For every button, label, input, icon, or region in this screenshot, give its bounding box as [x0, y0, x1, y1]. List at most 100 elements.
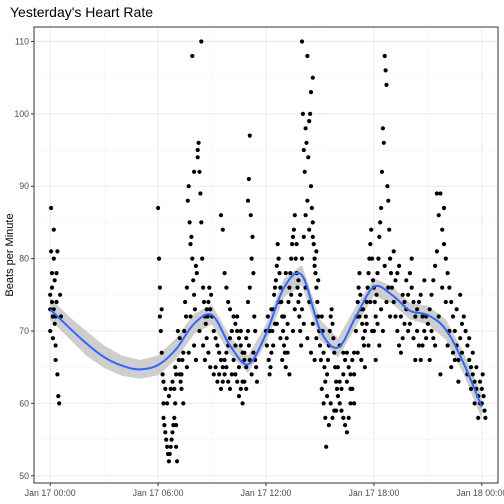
data-point — [443, 256, 448, 261]
data-point — [165, 401, 170, 406]
data-point — [51, 256, 56, 261]
data-point — [452, 357, 457, 363]
data-point — [434, 249, 439, 254]
x-tick-label: Jan 17 18:00 — [348, 488, 399, 498]
data-point — [293, 256, 298, 261]
data-point — [476, 415, 481, 420]
x-tick-label: Jan 17 00:00 — [25, 488, 76, 498]
data-point — [285, 321, 290, 326]
data-point — [195, 155, 200, 160]
data-point — [266, 357, 271, 363]
data-point — [400, 292, 405, 297]
data-point — [168, 444, 173, 449]
data-point — [211, 372, 216, 377]
data-point — [386, 198, 391, 203]
data-point — [274, 263, 279, 268]
data-point — [334, 379, 339, 384]
data-point — [169, 437, 174, 442]
data-point — [208, 365, 213, 370]
x-tick-label: Jan 17 06:00 — [133, 488, 184, 498]
data-point — [299, 343, 304, 348]
data-point — [182, 328, 187, 334]
data-point — [310, 234, 315, 239]
data-point — [384, 82, 389, 87]
data-point — [227, 386, 233, 391]
data-point — [310, 321, 315, 326]
data-point — [281, 343, 287, 348]
data-point — [236, 365, 242, 370]
data-point — [374, 292, 379, 297]
data-point — [398, 314, 403, 319]
data-point — [483, 415, 488, 420]
data-point — [450, 314, 456, 319]
data-point — [217, 350, 222, 355]
data-point — [299, 39, 305, 44]
data-point — [361, 343, 367, 348]
data-point — [429, 328, 434, 334]
data-point — [166, 394, 171, 399]
data-point — [467, 336, 472, 341]
data-point — [201, 285, 206, 290]
data-point — [418, 357, 423, 363]
data-point — [280, 357, 285, 363]
data-point — [220, 365, 225, 370]
data-point — [240, 401, 245, 406]
data-point — [222, 372, 227, 377]
data-point — [334, 408, 339, 413]
data-point — [175, 328, 180, 334]
data-point — [217, 372, 222, 377]
data-point — [308, 184, 314, 189]
data-point — [265, 314, 270, 319]
y-tick-label: 70 — [19, 326, 29, 336]
data-point — [198, 191, 203, 196]
data-point — [229, 372, 234, 377]
data-point — [206, 350, 211, 355]
data-point — [183, 314, 189, 319]
data-point — [398, 350, 403, 355]
data-point — [245, 299, 251, 305]
data-point — [431, 336, 436, 341]
data-point — [298, 328, 303, 334]
data-point — [456, 357, 461, 363]
data-point — [218, 213, 224, 218]
data-point — [170, 379, 175, 384]
data-point — [204, 307, 209, 312]
data-point — [334, 386, 340, 391]
data-point — [382, 263, 387, 268]
data-point — [215, 343, 220, 348]
y-axis-title: Beats per Minute — [4, 213, 16, 296]
data-point — [161, 415, 166, 420]
data-point — [415, 328, 420, 334]
data-point — [449, 299, 454, 305]
data-point — [409, 285, 414, 290]
data-point — [188, 242, 193, 247]
data-point — [181, 401, 186, 406]
data-point — [290, 234, 296, 239]
data-point — [459, 350, 465, 355]
data-point — [233, 321, 238, 326]
data-point — [308, 350, 314, 355]
data-point — [425, 321, 430, 326]
y-tick-label: 100 — [14, 109, 29, 119]
data-point — [305, 198, 310, 203]
data-point — [227, 336, 233, 341]
data-point — [49, 299, 55, 305]
data-point — [319, 314, 324, 319]
data-point — [447, 285, 452, 290]
data-point — [474, 365, 479, 370]
data-point — [420, 343, 425, 348]
data-point — [359, 357, 364, 363]
data-point — [303, 126, 308, 131]
data-point — [348, 386, 353, 391]
data-point — [449, 365, 454, 370]
data-point — [218, 357, 224, 363]
data-point — [369, 227, 374, 232]
data-point — [308, 111, 313, 116]
data-point — [192, 169, 197, 174]
data-point — [185, 198, 190, 203]
data-point — [163, 430, 168, 435]
data-point — [174, 444, 179, 449]
data-point — [200, 256, 205, 261]
data-point — [402, 321, 407, 326]
data-point — [201, 343, 206, 348]
